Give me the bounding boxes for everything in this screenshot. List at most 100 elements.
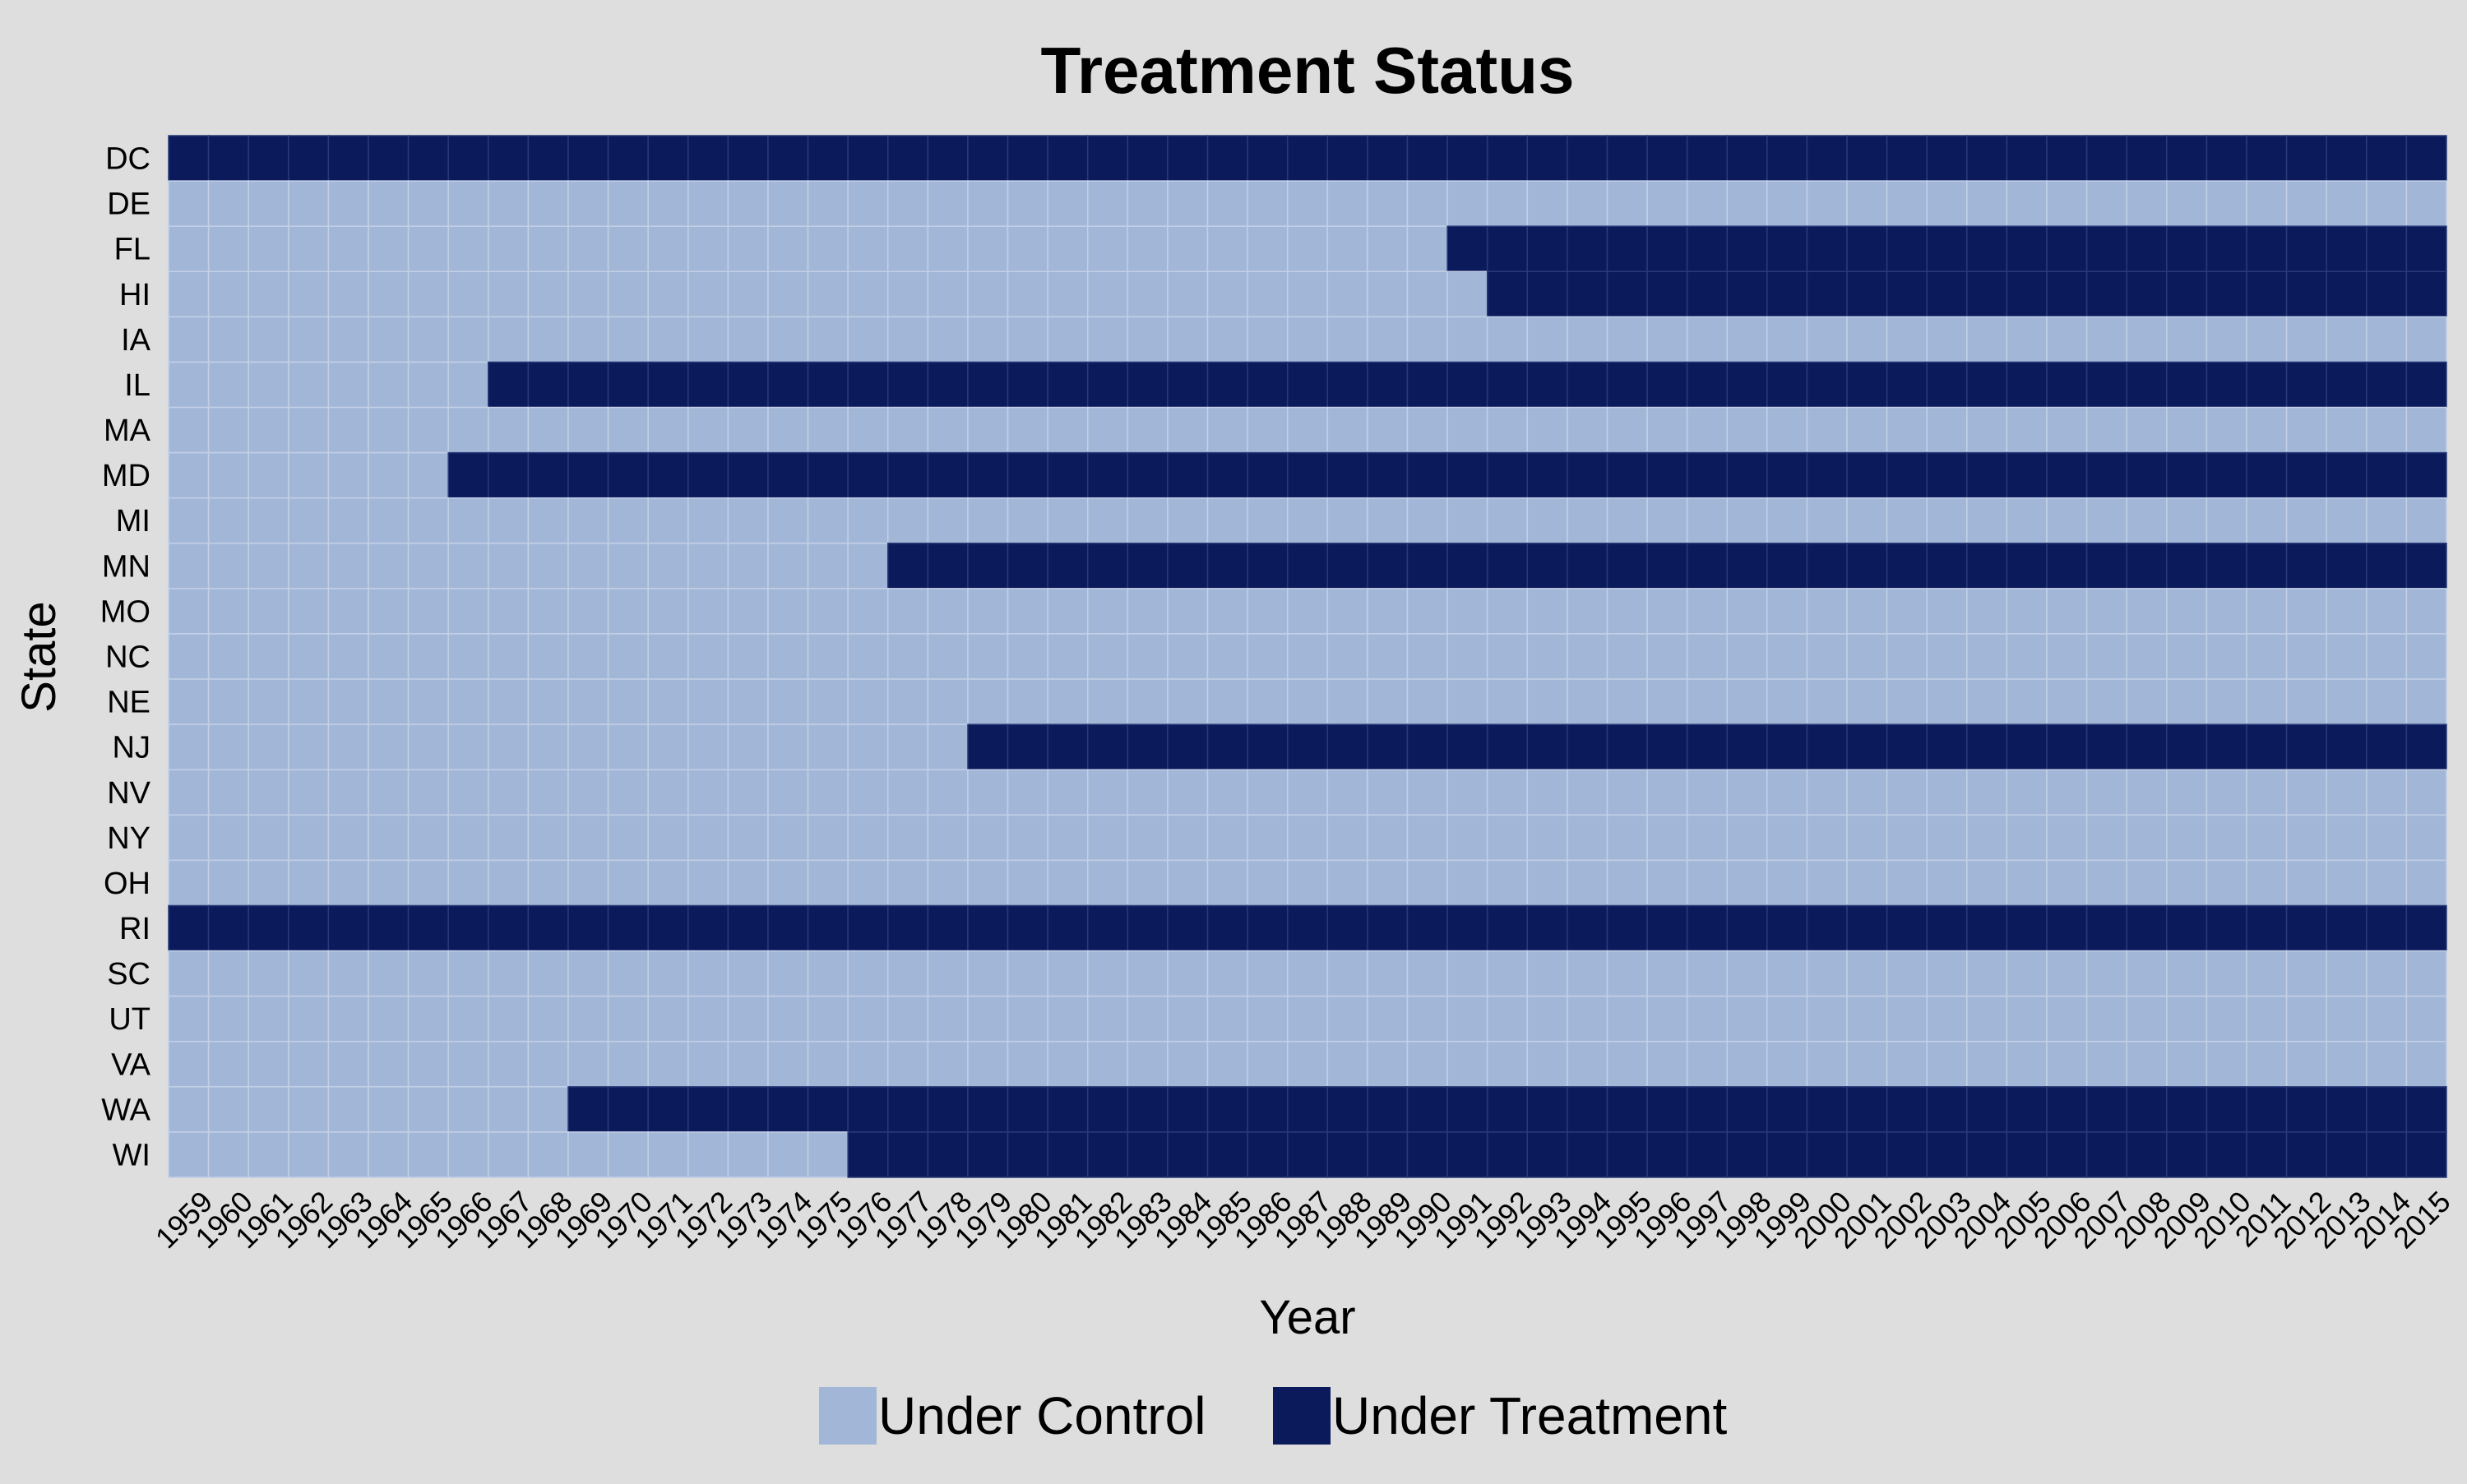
cell-dc-2004 xyxy=(1966,135,2008,182)
cell-mn-1984 xyxy=(1167,543,1209,589)
cell-ut-1968 xyxy=(527,995,569,1042)
cell-ma-1992 xyxy=(1486,406,1529,454)
cell-nv-1984 xyxy=(1167,769,1209,816)
cell-md-2004 xyxy=(1966,451,2008,499)
cell-va-1974 xyxy=(767,1040,809,1088)
cell-sc-2012 xyxy=(2285,950,2327,997)
cell-ma-1999 xyxy=(1766,406,1808,454)
cell-ny-1980 xyxy=(1007,814,1048,862)
y-tick-md: MD xyxy=(102,459,150,493)
cell-md-2005 xyxy=(2006,451,2048,499)
cell-nj-2015 xyxy=(2405,724,2447,770)
cell-nv-1989 xyxy=(1367,769,1409,816)
cell-wa-2008 xyxy=(2126,1086,2168,1133)
cell-hi-2002 xyxy=(1886,270,1928,318)
cell-nv-1992 xyxy=(1486,769,1529,816)
cell-hi-1962 xyxy=(288,270,330,318)
cell-nj-2008 xyxy=(2126,724,2168,770)
y-tick-ut: UT xyxy=(109,1002,150,1037)
cell-dc-2006 xyxy=(2046,135,2088,182)
cell-mn-1995 xyxy=(1606,543,1648,589)
cell-ne-1983 xyxy=(1127,678,1169,725)
cell-ia-2003 xyxy=(1926,316,1968,363)
cell-mn-2015 xyxy=(2405,543,2447,589)
cell-mn-1979 xyxy=(967,543,1009,589)
cell-de-1993 xyxy=(1526,180,1568,227)
cell-mo-2000 xyxy=(1806,588,1848,635)
cell-dc-1987 xyxy=(1286,135,1329,182)
cell-ri-2011 xyxy=(2246,904,2288,952)
cell-nc-2009 xyxy=(2166,633,2208,680)
cell-ne-2000 xyxy=(1806,678,1848,725)
cell-de-1966 xyxy=(447,180,489,227)
cell-ny-1959 xyxy=(168,814,210,862)
cell-mo-1963 xyxy=(327,588,369,635)
cell-ut-1995 xyxy=(1606,995,1648,1042)
cell-wi-2001 xyxy=(1846,1131,1888,1178)
cell-mn-1989 xyxy=(1367,543,1409,589)
cell-dc-1966 xyxy=(447,135,489,182)
cell-ia-1996 xyxy=(1646,316,1688,363)
cell-dc-1969 xyxy=(567,135,609,182)
cell-hi-2013 xyxy=(2326,270,2367,318)
cell-md-1983 xyxy=(1127,451,1169,499)
cell-mi-1990 xyxy=(1406,497,1448,544)
cell-ut-1970 xyxy=(607,995,649,1042)
cell-il-2013 xyxy=(2326,361,2367,409)
cell-nj-1994 xyxy=(1567,724,1608,770)
cell-ut-2005 xyxy=(2006,995,2048,1042)
cell-ri-1991 xyxy=(1446,904,1488,952)
y-tick-sc: SC xyxy=(107,957,150,992)
cell-mi-1985 xyxy=(1206,497,1248,544)
cell-ne-2007 xyxy=(2085,678,2127,725)
legend-swatch-under-control xyxy=(819,1387,877,1445)
cell-fl-1968 xyxy=(527,225,569,273)
cell-oh-2006 xyxy=(2046,859,2088,907)
cell-oh-1959 xyxy=(168,859,210,907)
cell-nc-1965 xyxy=(407,633,449,680)
cell-va-1994 xyxy=(1567,1040,1608,1088)
cell-ny-1996 xyxy=(1646,814,1688,862)
cell-il-1978 xyxy=(927,361,969,409)
cell-ne-1973 xyxy=(727,678,769,725)
cell-de-1974 xyxy=(767,180,809,227)
cell-ne-2013 xyxy=(2326,678,2367,725)
cell-ny-1993 xyxy=(1526,814,1568,862)
cell-wi-1990 xyxy=(1406,1131,1448,1178)
cell-va-2006 xyxy=(2046,1040,2088,1088)
cell-mo-1976 xyxy=(847,588,889,635)
cell-sc-1963 xyxy=(327,950,369,997)
cell-mi-2004 xyxy=(1966,497,2008,544)
cell-nc-2001 xyxy=(1846,633,1888,680)
cell-hi-1993 xyxy=(1526,270,1568,318)
cell-va-2015 xyxy=(2405,1040,2447,1088)
cell-mo-2008 xyxy=(2126,588,2168,635)
cell-wa-1976 xyxy=(847,1086,889,1133)
cell-de-1980 xyxy=(1007,180,1048,227)
cell-ri-2006 xyxy=(2046,904,2088,952)
cell-mi-1975 xyxy=(807,497,849,544)
cell-ma-2011 xyxy=(2246,406,2288,454)
cell-ma-1962 xyxy=(288,406,330,454)
cell-ia-1988 xyxy=(1326,316,1368,363)
cell-mi-2001 xyxy=(1846,497,1888,544)
cell-de-2015 xyxy=(2405,180,2447,227)
cell-nj-1980 xyxy=(1007,724,1048,770)
cell-wi-1982 xyxy=(1086,1131,1129,1178)
cell-dc-1998 xyxy=(1726,135,1768,182)
cell-de-1971 xyxy=(647,180,689,227)
cell-mo-2013 xyxy=(2326,588,2367,635)
cell-md-1968 xyxy=(527,451,569,499)
y-tick-mn: MN xyxy=(102,549,150,584)
cell-fl-1983 xyxy=(1127,225,1169,273)
cell-dc-1989 xyxy=(1367,135,1409,182)
y-tick-wi: WI xyxy=(113,1138,150,1172)
cell-il-2005 xyxy=(2006,361,2048,409)
cell-ma-1969 xyxy=(567,406,609,454)
cell-hi-1994 xyxy=(1567,270,1608,318)
cell-mn-1964 xyxy=(368,543,410,589)
cell-mo-2002 xyxy=(1886,588,1928,635)
cell-fl-2005 xyxy=(2006,225,2048,273)
cell-wa-1981 xyxy=(1047,1086,1089,1133)
